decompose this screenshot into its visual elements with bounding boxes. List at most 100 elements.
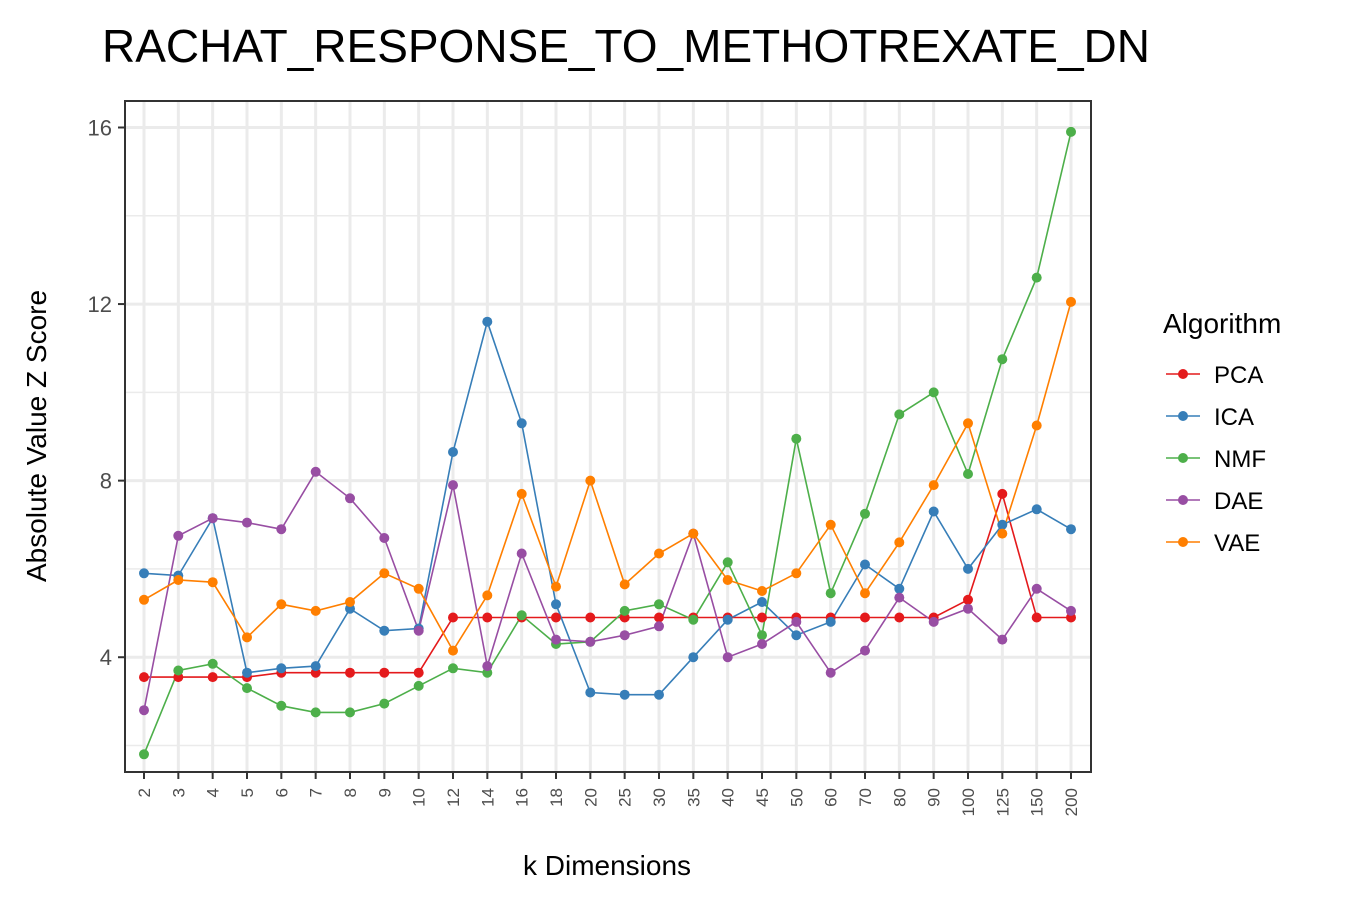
data-point-ica	[585, 687, 596, 698]
data-point-pca	[963, 594, 973, 605]
data-point-nmf	[448, 663, 458, 674]
data-point-nmf	[139, 749, 149, 760]
y-tick-label: 8	[100, 469, 112, 494]
x-tick-label: 200	[1062, 788, 1081, 816]
x-tick-label: 60	[822, 788, 841, 807]
data-point-pca	[1031, 612, 1042, 623]
data-point-pca	[139, 672, 149, 683]
data-point-vae	[722, 575, 733, 585]
data-point-dae	[825, 667, 836, 678]
data-point-nmf	[207, 658, 218, 669]
data-point-vae	[207, 577, 218, 588]
data-point-pca	[894, 612, 905, 623]
data-point-nmf	[345, 707, 355, 718]
data-point-dae	[1066, 605, 1076, 616]
data-point-nmf	[310, 707, 321, 718]
data-point-ica	[860, 559, 870, 570]
data-point-nmf	[173, 665, 184, 676]
data-point-ica	[963, 563, 973, 574]
data-point-vae	[139, 594, 149, 605]
x-tick-label: 25	[616, 788, 635, 807]
data-point-vae	[551, 581, 561, 592]
legend: Algorithm PCA ICA NMF DAE VAE	[1163, 308, 1281, 557]
data-point-ica	[894, 583, 905, 594]
series-line-vae	[143, 301, 1072, 653]
data-point-ica	[928, 506, 939, 517]
data-point-nmf	[791, 433, 802, 444]
x-tick-label: 45	[753, 788, 772, 807]
data-point-vae	[482, 590, 493, 601]
x-tick-label: 16	[513, 788, 532, 807]
data-point-vae	[860, 588, 870, 599]
series-line-ica	[143, 318, 1072, 696]
data-point-dae	[207, 513, 218, 524]
data-point-nmf	[1031, 272, 1042, 283]
series-line-nmf	[143, 131, 1072, 755]
data-point-ica	[1066, 524, 1076, 535]
data-point-vae	[345, 597, 355, 607]
data-point-vae	[963, 418, 973, 429]
x-tick-label: 125	[993, 788, 1012, 816]
y-tick-label: 12	[88, 292, 112, 317]
data-point-nmf	[928, 387, 939, 398]
legend-item-vae: VAE	[1166, 530, 1260, 557]
data-point-nmf	[1066, 126, 1076, 137]
data-point-dae	[482, 661, 493, 672]
data-point-dae	[585, 636, 596, 647]
data-point-nmf	[619, 605, 630, 616]
legend-key-point	[1178, 369, 1188, 379]
data-point-nmf	[379, 698, 390, 709]
data-point-vae	[791, 568, 802, 579]
data-point-nmf	[242, 683, 252, 694]
data-point-vae	[173, 575, 184, 585]
plot-panel-border	[124, 100, 1092, 773]
data-point-ica	[139, 568, 149, 579]
legend-label: VAE	[1214, 530, 1260, 557]
data-point-dae	[997, 634, 1008, 645]
data-point-vae	[997, 528, 1008, 539]
legend-title: Algorithm	[1163, 308, 1281, 339]
data-point-nmf	[997, 354, 1008, 365]
data-point-ica	[310, 661, 321, 672]
data-point-vae	[1066, 296, 1076, 307]
data-point-dae	[860, 645, 870, 656]
data-point-pca	[757, 612, 767, 623]
data-point-ica	[619, 689, 630, 700]
plot-background	[125, 101, 1091, 772]
x-tick-label: 80	[890, 788, 909, 807]
data-point-pca	[345, 667, 355, 678]
data-point-nmf	[688, 614, 699, 625]
data-point-nmf	[825, 588, 836, 599]
legend-items: PCA ICA NMF DAE VAE	[1166, 362, 1266, 557]
data-point-dae	[516, 548, 527, 559]
legend-item-ica: ICA	[1166, 404, 1254, 431]
data-point-ica	[379, 625, 390, 636]
x-tick-label: 3	[169, 788, 188, 797]
data-point-dae	[654, 621, 664, 632]
data-point-vae	[413, 583, 424, 594]
data-point-nmf	[894, 409, 905, 420]
data-point-vae	[619, 579, 630, 590]
data-point-pca	[585, 612, 596, 623]
legend-label: PCA	[1214, 362, 1263, 389]
data-point-vae	[654, 548, 664, 559]
data-point-vae	[276, 599, 287, 610]
data-point-pca	[379, 667, 390, 678]
legend-label: DAE	[1214, 488, 1263, 515]
data-point-dae	[1031, 583, 1042, 594]
grid-lines	[125, 101, 1091, 772]
legend-label: NMF	[1214, 446, 1266, 473]
y-tick-label: 4	[100, 645, 112, 670]
x-tick-label: 6	[272, 788, 291, 797]
legend-key-point	[1178, 537, 1188, 547]
data-point-ica	[791, 630, 802, 641]
data-point-dae	[757, 639, 767, 649]
data-point-nmf	[722, 557, 733, 568]
legend-key-point	[1178, 411, 1188, 421]
data-point-nmf	[516, 610, 527, 621]
data-point-ica	[242, 667, 252, 678]
data-point-vae	[688, 528, 699, 539]
data-point-ica	[825, 616, 836, 627]
series-line-pca	[144, 491, 1071, 678]
data-point-dae	[310, 466, 321, 477]
